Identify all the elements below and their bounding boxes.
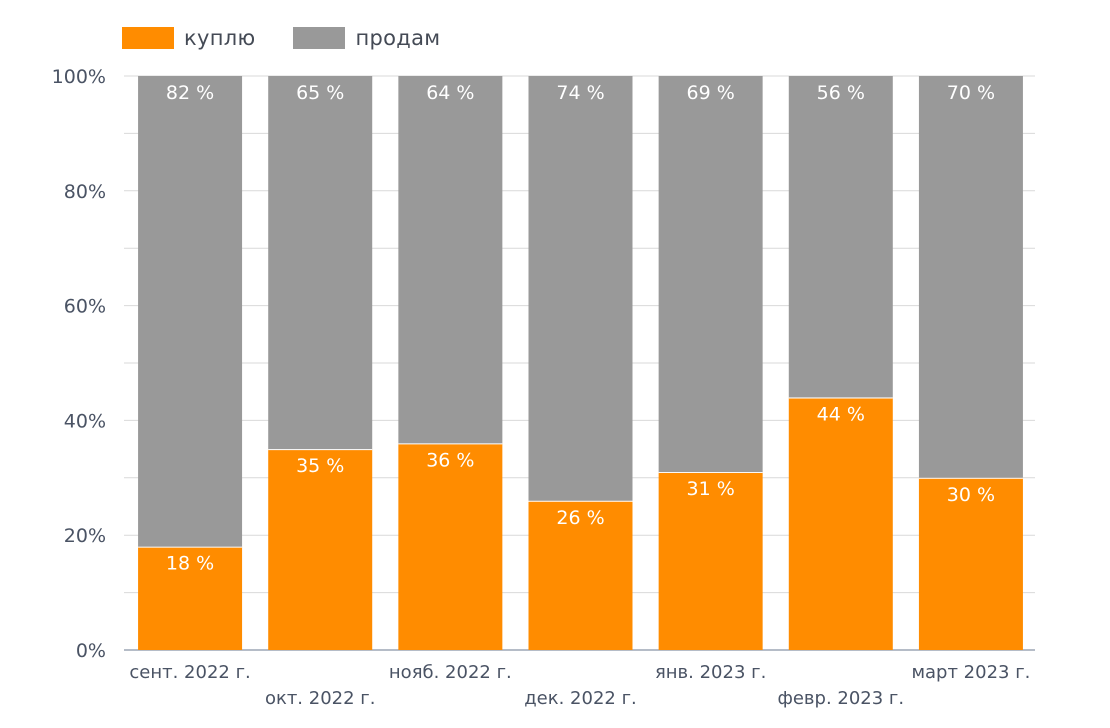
- y-tick-label: 100%: [52, 66, 106, 88]
- bar-buy: [398, 443, 503, 650]
- chart-legend: куплю продам: [122, 26, 478, 50]
- legend-swatch-sell: [293, 27, 346, 49]
- bar-buy: [528, 500, 633, 650]
- x-tick-label: дек. 2022 г.: [524, 688, 637, 709]
- y-tick-label: 40%: [64, 410, 106, 432]
- bar-buy: [268, 449, 373, 650]
- x-tick-label: сент. 2022 г.: [129, 662, 250, 683]
- bar-buy-label: 35 %: [296, 455, 344, 477]
- bar-buy-label: 18 %: [166, 553, 214, 575]
- bar-buy: [138, 546, 243, 650]
- bar-buy-label: 44 %: [817, 403, 865, 425]
- bar-sell-label: 69 %: [687, 82, 735, 104]
- y-tick-label: 20%: [64, 525, 106, 547]
- legend-label-sell: продам: [355, 26, 441, 50]
- legend-item-sell: продам: [293, 26, 440, 50]
- x-tick-label: янв. 2023 г.: [655, 662, 766, 683]
- y-tick-label: 80%: [64, 181, 106, 203]
- x-tick-label: февр. 2023 г.: [777, 688, 904, 709]
- bar-buy: [788, 397, 893, 650]
- legend-label-buy: куплю: [184, 26, 256, 50]
- bar-sell-label: 82 %: [166, 82, 214, 104]
- bar-sell-label: 74 %: [556, 82, 604, 104]
- bar-sell: [398, 76, 503, 444]
- bar-sell-label: 65 %: [296, 82, 344, 104]
- bar-sell-label: 70 %: [947, 82, 995, 104]
- bar-sell: [918, 76, 1023, 478]
- bar-sell: [268, 76, 373, 450]
- bar-buy: [658, 472, 763, 650]
- legend-item-buy: куплю: [122, 26, 255, 50]
- bar-buy-label: 26 %: [556, 507, 604, 529]
- bar-buy-label: 30 %: [947, 484, 995, 506]
- bar-sell: [528, 76, 633, 501]
- bar-sell-label: 56 %: [817, 82, 865, 104]
- x-tick-label: нояб. 2022 г.: [389, 662, 512, 683]
- bar-sell: [788, 76, 893, 398]
- x-tick-label: окт. 2022 г.: [265, 688, 376, 709]
- legend-swatch-buy: [122, 27, 174, 49]
- bar-sell: [658, 76, 763, 473]
- bar-buy-label: 31 %: [687, 478, 735, 500]
- y-tick-label: 60%: [64, 296, 106, 318]
- bar-buy: [918, 477, 1023, 650]
- bar-buy-label: 36 %: [426, 449, 474, 471]
- bar-sell-label: 64 %: [426, 82, 474, 104]
- y-tick-label: 0%: [76, 640, 106, 662]
- x-tick-label: март 2023 г.: [911, 662, 1030, 683]
- bar-sell: [138, 76, 243, 547]
